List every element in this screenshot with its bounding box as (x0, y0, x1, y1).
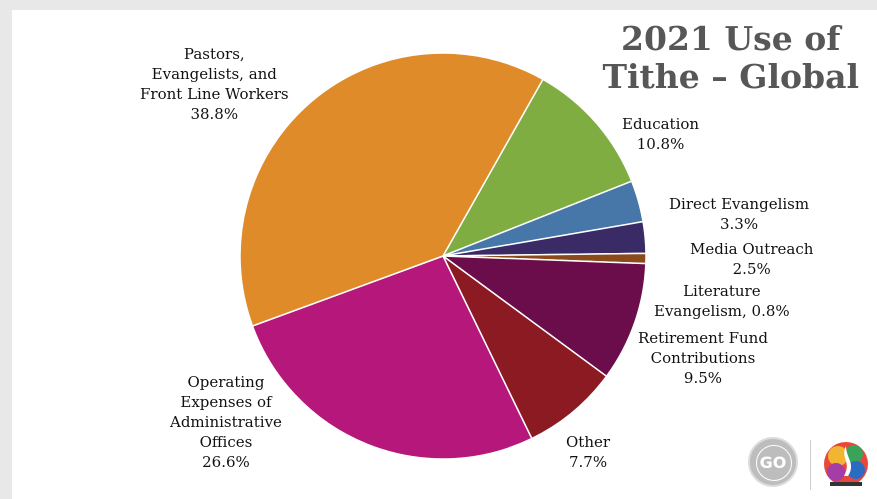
pie-slice-operating-expenses-of-administrative-offices (251, 255, 533, 460)
pie-slice-pastors-evangelists-and-front-line-workers (239, 52, 544, 327)
logo-divider (810, 440, 811, 490)
label-operating-value: 26.6% (202, 453, 250, 471)
label-media-outreach: Media Outreach 2.5% (690, 239, 813, 279)
label-direct-name: Direct Evangelism (669, 195, 810, 213)
pie-slice-retirement-fund-contributions (440, 255, 647, 378)
label-education: Education 10.8% (622, 114, 699, 154)
label-direct-evangelism: Direct Evangelism 3.3% (669, 194, 809, 234)
label-pastors-value: 38.8% (190, 105, 239, 123)
label-media-name: Media Outreach (690, 240, 814, 258)
label-literature-line-2: Evangelism, 0.8% (654, 302, 790, 320)
label-operating-line-1: Operating (187, 373, 265, 391)
label-literature-evangelism: Literature Evangelism, 0.8% (654, 281, 790, 321)
title-line-2: Tithe – Global (602, 57, 859, 96)
label-pastors-line-1: Pastors, (183, 45, 245, 63)
label-pastors-line-3: Front Line Workers (140, 85, 289, 103)
label-direct-value: 3.3% (719, 215, 759, 233)
label-operating-line-2: Expenses of (180, 393, 272, 411)
label-operating-line-3: Administrative (170, 413, 282, 431)
label-retirement-line-2: Contributions (650, 349, 756, 367)
label-operating-expenses: Operating Expenses of Administrative Off… (170, 372, 282, 472)
label-retirement-line-1: Retirement Fund (638, 329, 768, 347)
label-education-value: 10.8% (636, 135, 685, 153)
label-pastors: Pastors, Evangelists, and Front Line Wor… (140, 44, 289, 124)
label-literature-line-1: Literature (683, 282, 761, 300)
label-other: Other 7.7% (566, 432, 610, 472)
pie-slice-education (441, 78, 633, 258)
label-pastors-line-2: Evangelists, and (151, 65, 277, 83)
i-will-go-logo: GO (748, 437, 798, 487)
label-retirement-value: 9.5% (683, 369, 723, 387)
label-operating-line-4: Offices (199, 433, 253, 451)
label-retirement-fund: Retirement Fund Contributions 9.5% (638, 328, 768, 388)
title-line-1: 2021 Use of (621, 19, 841, 58)
chart-title: 2021 Use of Tithe – Global (602, 20, 859, 96)
label-education-name: Education (622, 115, 700, 133)
label-other-name: Other (566, 433, 611, 451)
label-media-value: 2.5% (732, 260, 771, 278)
label-other-value: 7.7% (568, 453, 608, 471)
pie-slice-other (442, 255, 608, 440)
church-flame-logo (824, 442, 868, 486)
